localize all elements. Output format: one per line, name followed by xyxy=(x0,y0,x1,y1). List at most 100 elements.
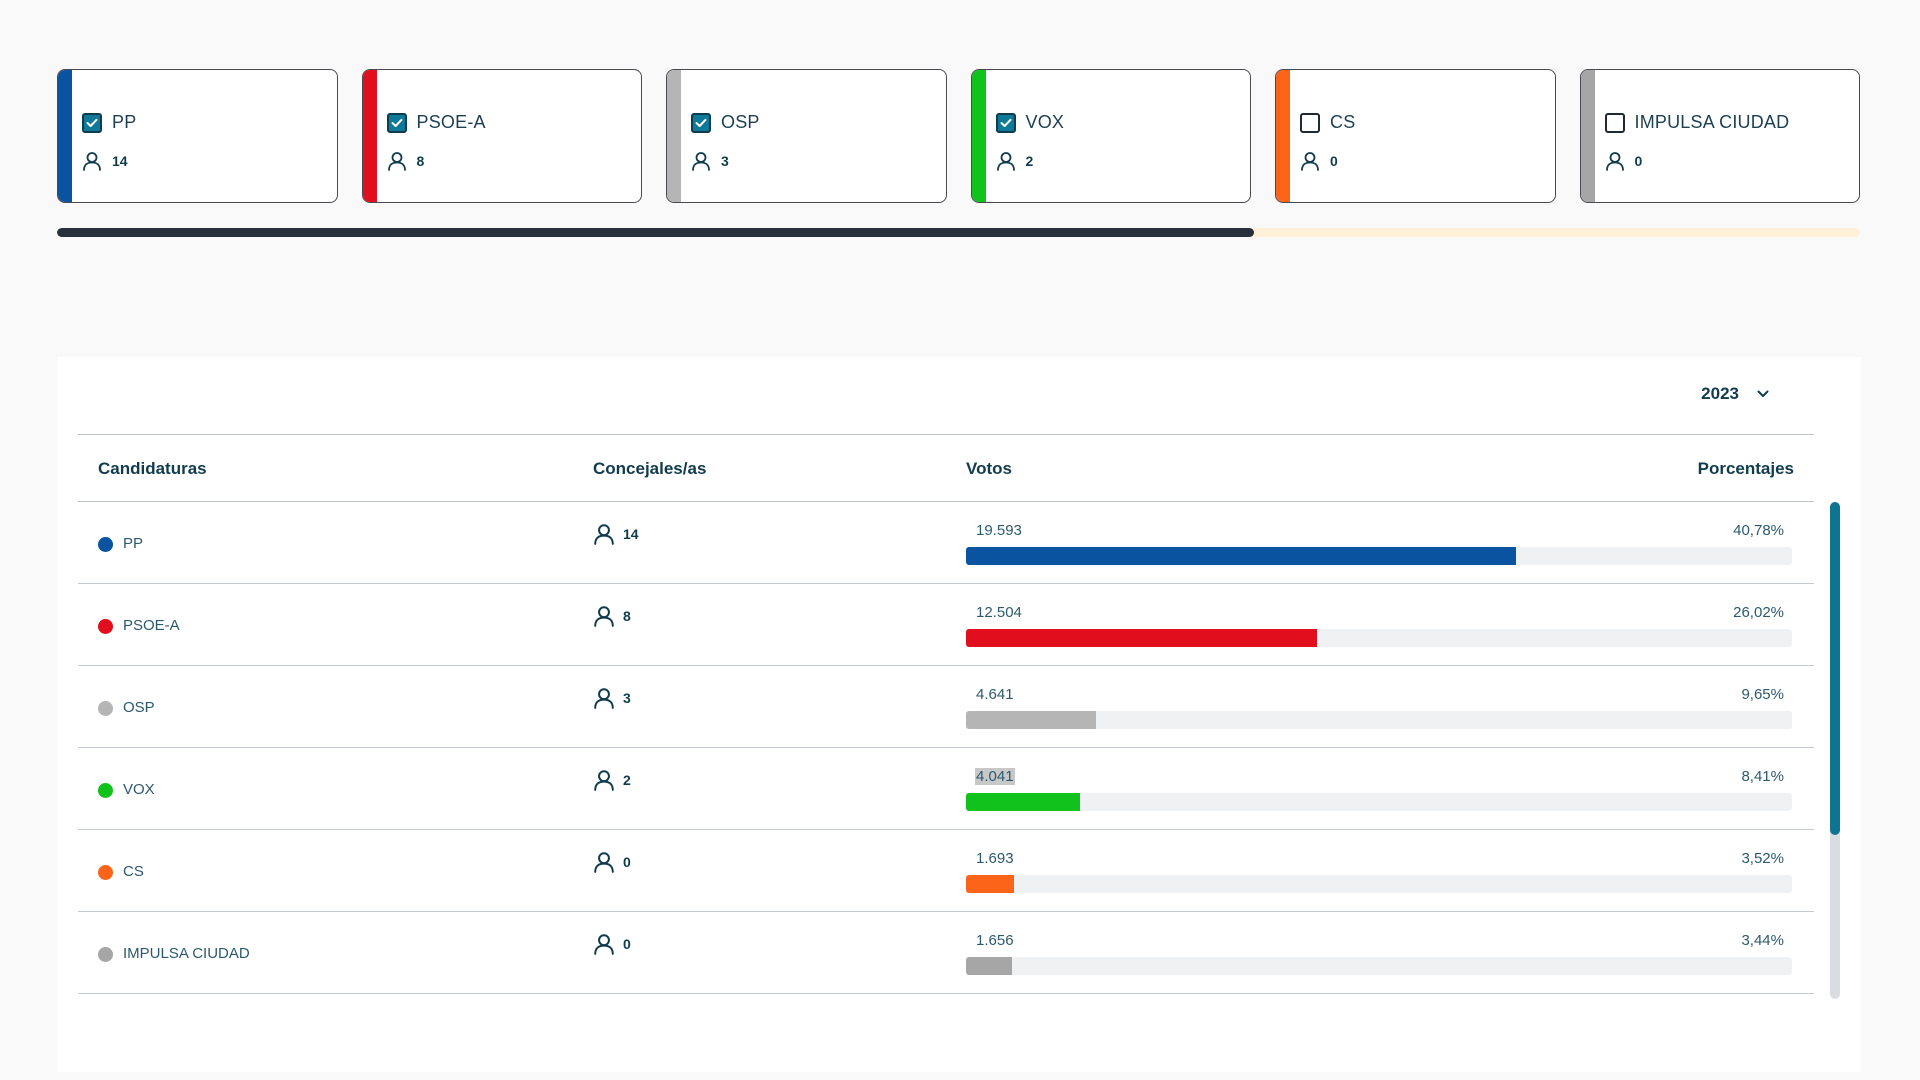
seat-cell: 0 xyxy=(593,851,631,873)
year-select[interactable]: 2023 xyxy=(1701,384,1769,404)
vote-percentage: 9,65% xyxy=(1741,686,1784,703)
vote-bar-fill xyxy=(966,629,1318,647)
party-card-seat-count: 2 xyxy=(1025,153,1034,169)
party-checkbox[interactable] xyxy=(995,112,1016,133)
table-row: VOX 2 4.041 8,41% xyxy=(78,748,1814,830)
vote-count: 12.504 xyxy=(976,604,1022,621)
user-icon xyxy=(594,934,614,955)
table-header: Candidaturas Concejales/as Votos Porcent… xyxy=(78,434,1814,502)
vote-percentage: 40,78% xyxy=(1733,522,1784,539)
party-checkbox[interactable] xyxy=(691,112,711,133)
party-checkbox[interactable] xyxy=(386,112,407,133)
user-icon xyxy=(387,152,406,171)
user-icon xyxy=(594,688,614,709)
party-card[interactable]: PSOE-A 8 xyxy=(361,69,642,203)
candidate-name: PP xyxy=(123,535,144,552)
party-card[interactable]: OSP 3 xyxy=(666,69,947,203)
scrollbar-track[interactable] xyxy=(1830,502,1840,999)
vote-bar-fill xyxy=(966,793,1080,811)
user-icon xyxy=(594,524,614,545)
seat-count: 8 xyxy=(623,608,631,624)
party-color-dot xyxy=(98,865,113,880)
user-icon xyxy=(1605,152,1624,171)
vote-bar-fill xyxy=(966,711,1097,729)
vote-count: 19.593 xyxy=(976,522,1022,539)
table-body: PP 14 19.593 40,78% PSOE-A 8 12.504 26,0… xyxy=(78,502,1814,994)
user-icon xyxy=(692,152,710,171)
table-row: OSP 3 4.641 9,65% xyxy=(78,666,1814,748)
party-card-seat-count: 14 xyxy=(112,153,128,169)
seat-cell: 8 xyxy=(593,605,631,627)
header-porcentajes: Porcentajes xyxy=(1697,459,1794,478)
scrollbar-thumb[interactable] xyxy=(1830,502,1840,835)
seat-count: 3 xyxy=(623,690,631,706)
party-card-seats: 3 xyxy=(691,151,729,171)
party-card-header: OSP xyxy=(691,112,760,133)
results-panel: 2023 Candidaturas Concejales/as Votos Po… xyxy=(57,357,1861,1072)
party-card-seats: 0 xyxy=(1300,151,1338,171)
user-icon xyxy=(594,770,614,791)
party-card-seat-count: 0 xyxy=(1634,153,1643,169)
seats-progress-bar xyxy=(57,228,1860,237)
party-card[interactable]: VOX 2 xyxy=(970,69,1251,203)
vote-bar-fill xyxy=(966,957,1013,975)
vote-bar-track xyxy=(966,793,1792,811)
seat-cell: 14 xyxy=(593,523,639,545)
party-card-header: PSOE-A xyxy=(386,112,486,133)
header-votos: Votos xyxy=(966,459,1012,478)
party-card-seat-count: 8 xyxy=(416,153,425,169)
vote-bar-fill xyxy=(966,875,1014,893)
table-row: IMPULSA CIUDAD 0 1.656 3,44% xyxy=(78,912,1814,994)
candidate-name: OSP xyxy=(123,699,155,716)
user-icon xyxy=(83,152,101,171)
party-card-header: VOX xyxy=(995,112,1065,133)
vote-bar-track xyxy=(966,957,1792,975)
party-card-seat-count: 3 xyxy=(721,153,729,169)
party-color-dot xyxy=(98,783,113,798)
party-card[interactable]: PP 14 xyxy=(57,69,338,203)
party-color-accent xyxy=(1276,70,1290,202)
table-row: PP 14 19.593 40,78% xyxy=(78,502,1814,584)
table-row: PSOE-A 8 12.504 26,02% xyxy=(78,584,1814,666)
party-card-seats: 2 xyxy=(996,151,1034,171)
user-icon xyxy=(594,606,614,627)
candidate-name: CS xyxy=(123,863,144,880)
seat-count: 0 xyxy=(623,936,631,952)
party-card[interactable]: CS 0 xyxy=(1275,69,1556,203)
party-checkbox[interactable] xyxy=(1604,112,1625,133)
vote-bar-fill xyxy=(966,547,1517,565)
party-cards: PP 14 PSOE-A 8 OSP xyxy=(57,69,1860,203)
candidate-name: PSOE-A xyxy=(123,617,180,634)
vote-count: 4.641 xyxy=(976,686,1014,703)
vote-percentage: 26,02% xyxy=(1733,604,1784,621)
seat-count: 0 xyxy=(623,854,631,870)
vote-percentage: 3,44% xyxy=(1741,932,1784,949)
user-icon xyxy=(1301,152,1319,171)
party-card-seats: 8 xyxy=(387,151,425,171)
header-concejales: Concejales/as xyxy=(593,459,707,478)
party-color-dot xyxy=(98,619,113,634)
party-checkbox[interactable] xyxy=(1300,112,1320,133)
party-card-name: PSOE-A xyxy=(416,112,486,132)
party-card-seats: 0 xyxy=(1605,151,1643,171)
party-color-dot xyxy=(98,701,113,716)
vote-bar-track xyxy=(966,547,1792,565)
year-select-value: 2023 xyxy=(1701,384,1739,403)
party-color-accent xyxy=(362,70,377,202)
party-checkbox[interactable] xyxy=(82,112,102,133)
party-color-accent xyxy=(1580,70,1595,202)
vote-count: 1.656 xyxy=(976,932,1014,949)
candidate-name: IMPULSA CIUDAD xyxy=(123,945,250,962)
vote-count: 4.041 xyxy=(975,768,1015,785)
vote-percentage: 3,52% xyxy=(1741,850,1784,867)
party-card-seats: 14 xyxy=(82,151,128,171)
check-icon xyxy=(86,118,98,127)
party-color-accent xyxy=(58,70,72,202)
seat-count: 14 xyxy=(623,526,639,542)
party-card-name: OSP xyxy=(721,112,760,132)
chevron-down-icon xyxy=(1757,390,1769,397)
party-color-dot xyxy=(98,947,113,962)
party-card-header: IMPULSA CIUDAD xyxy=(1604,112,1790,133)
party-card[interactable]: IMPULSA CIUDAD 0 xyxy=(1579,69,1860,203)
vote-bar-track xyxy=(966,629,1792,647)
